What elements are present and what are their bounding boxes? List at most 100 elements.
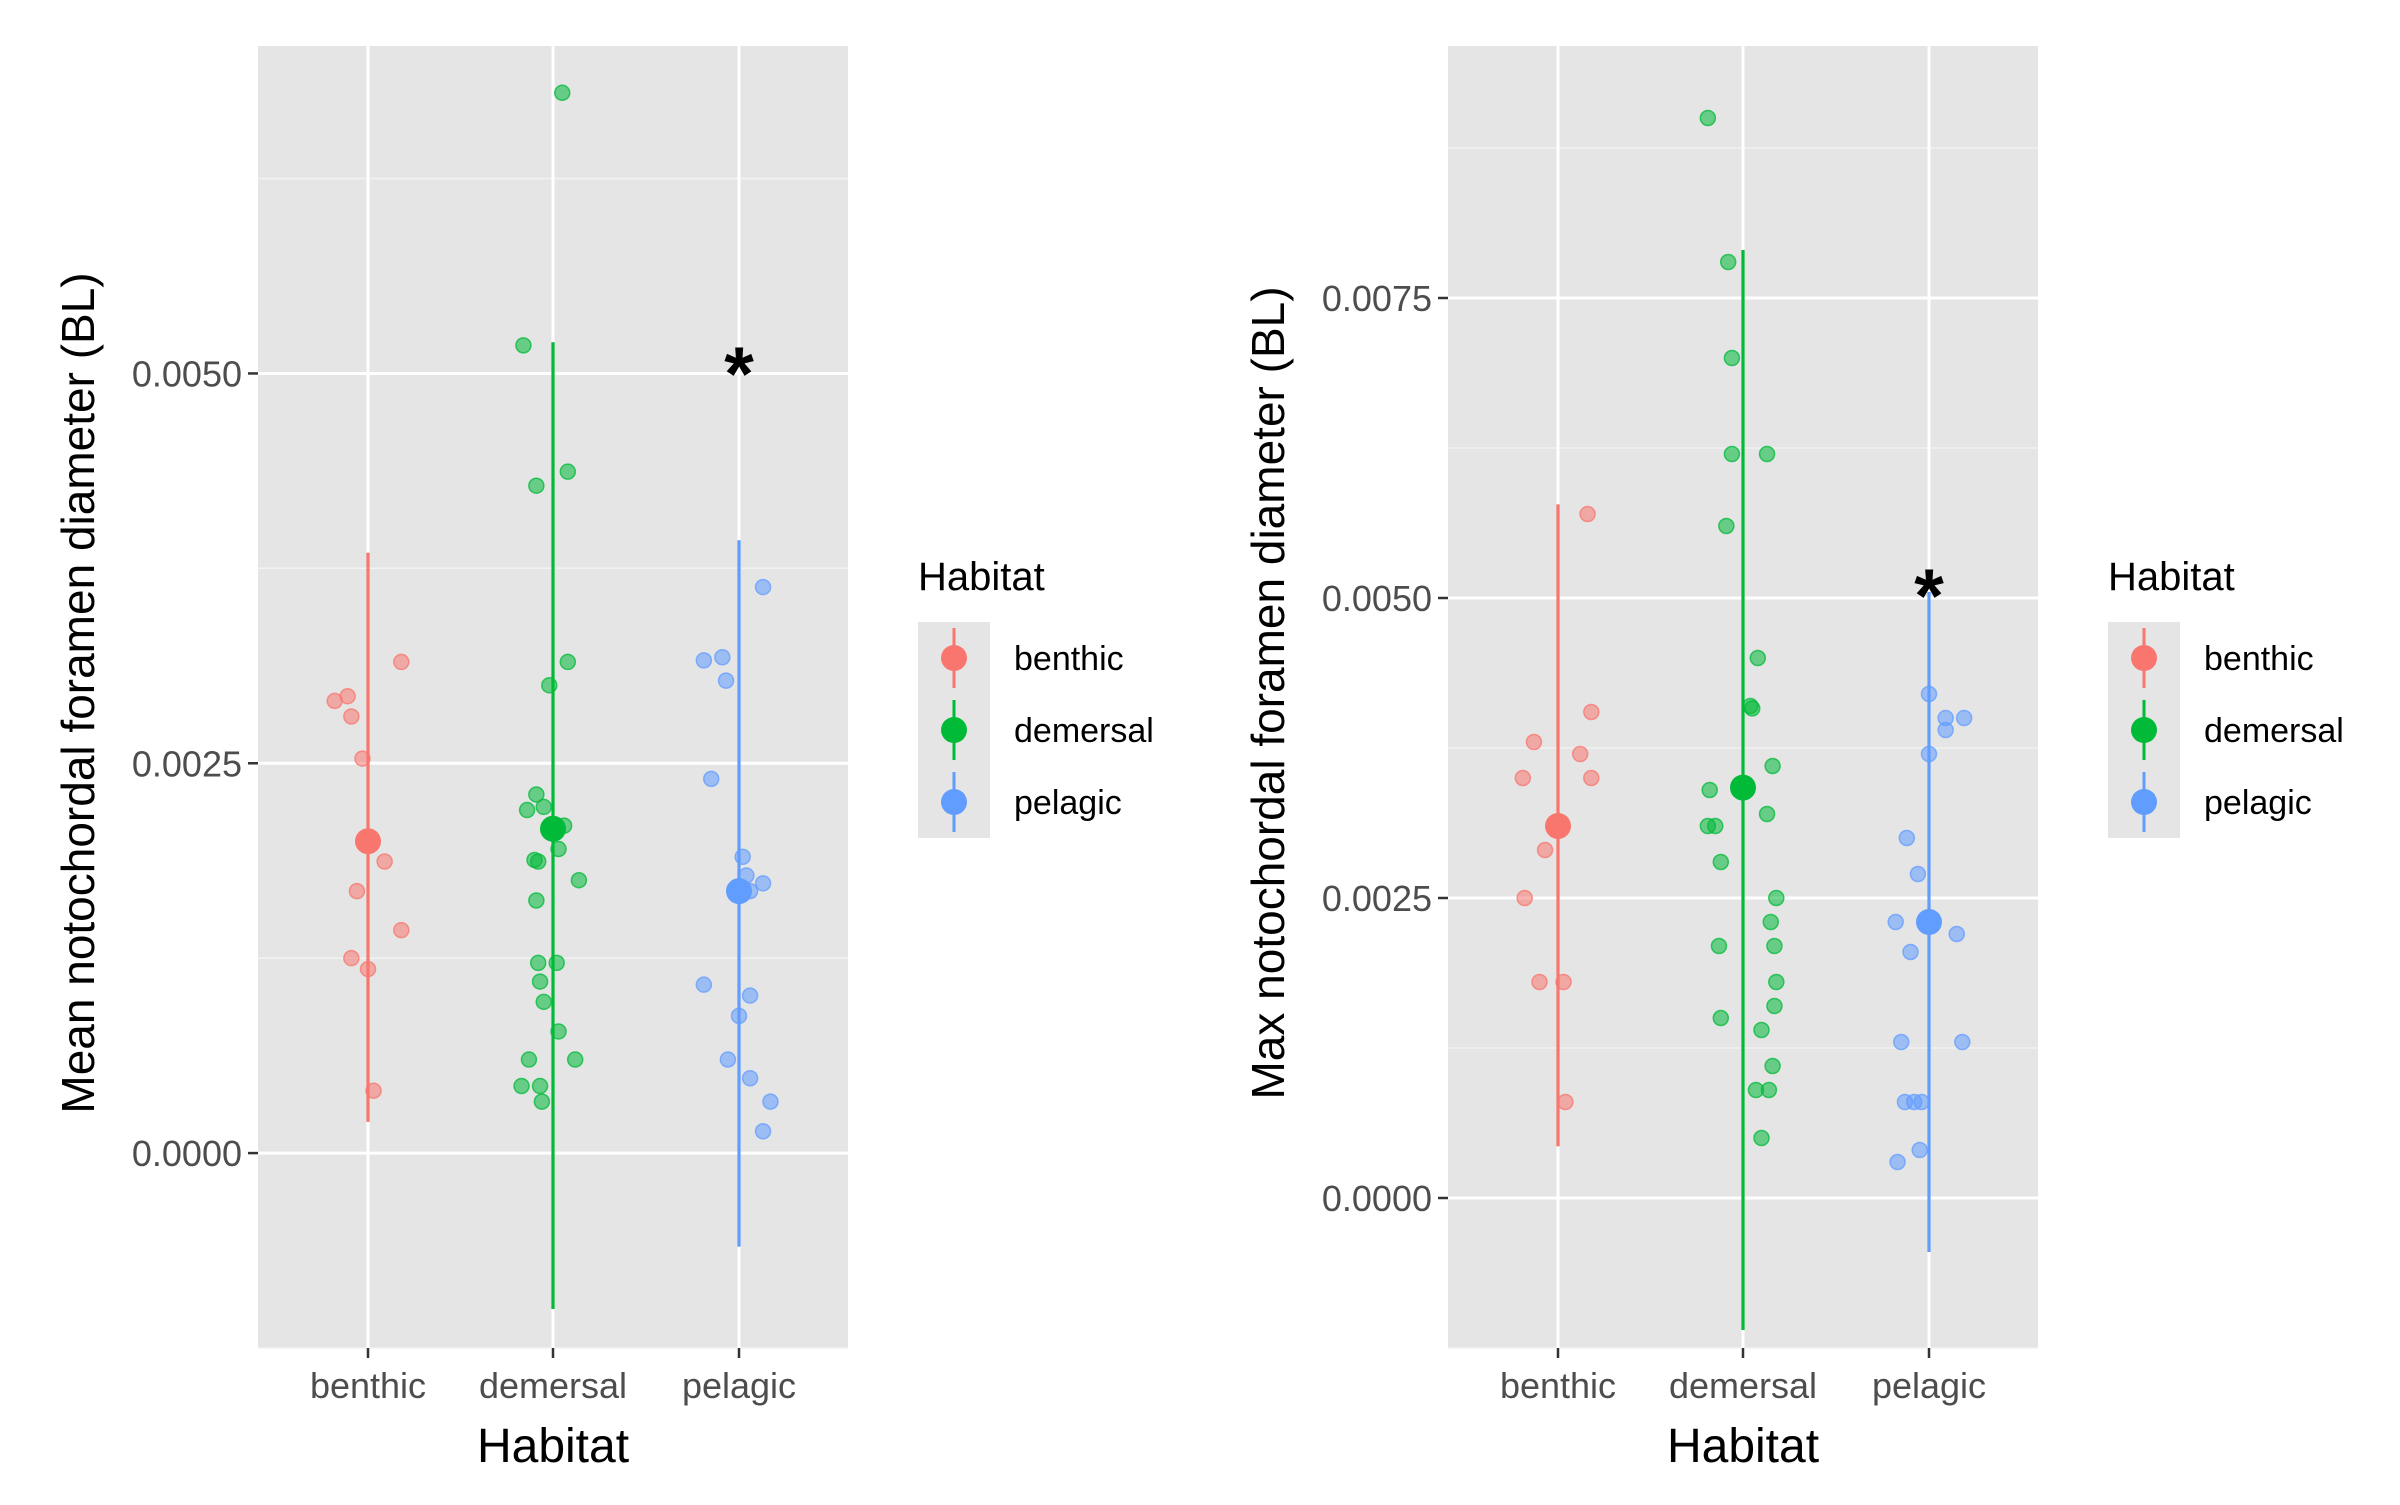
data-point <box>1723 349 1741 367</box>
significance-asterisk: * <box>724 332 754 417</box>
legend-label: benthic <box>1014 640 1124 678</box>
y-tick-label: 0.0000 <box>1322 1178 1432 1219</box>
legend-key-point <box>2131 789 2157 815</box>
data-point <box>1893 1033 1910 1051</box>
data-point <box>528 477 545 494</box>
data-point <box>393 921 410 939</box>
data-point <box>559 463 577 480</box>
data-point <box>1749 649 1767 667</box>
data-point <box>1911 1141 1928 1159</box>
data-point <box>515 337 532 354</box>
mean-point <box>726 878 752 905</box>
data-point <box>1955 709 1973 727</box>
data-point <box>1758 805 1776 823</box>
data-point <box>550 840 567 858</box>
legend-label: benthic <box>2204 640 2314 678</box>
data-point <box>528 892 545 909</box>
data-point <box>1887 913 1904 931</box>
data-point <box>1525 733 1543 751</box>
mean-point <box>1730 774 1756 801</box>
data-point <box>717 672 735 689</box>
data-point <box>741 1069 759 1087</box>
data-point <box>1948 925 1965 943</box>
data-point <box>754 1123 772 1140</box>
data-point <box>1913 1093 1930 1111</box>
data-point <box>1555 973 1572 991</box>
data-point <box>695 976 713 993</box>
data-point <box>554 84 571 102</box>
mean-point <box>355 828 381 855</box>
data-point <box>1571 745 1589 763</box>
data-point <box>1583 769 1600 787</box>
data-point <box>343 708 360 725</box>
x-tick-label: benthic <box>310 1365 426 1406</box>
data-point <box>1760 1081 1778 1099</box>
data-point <box>1744 700 1761 717</box>
x-tick-label: benthic <box>1500 1365 1616 1406</box>
data-point <box>1764 757 1781 775</box>
x-tick-label: pelagic <box>682 1365 796 1406</box>
data-point <box>1898 829 1916 847</box>
data-point <box>1889 1153 1906 1171</box>
legend-title: Habitat <box>2108 555 2235 599</box>
data-point <box>1718 517 1735 535</box>
y-tick-label: 0.0025 <box>132 743 242 784</box>
x-axis-title: Habitat <box>1667 1420 1819 1473</box>
series-benthic <box>1514 504 1600 1147</box>
mean-point <box>540 815 566 842</box>
data-point <box>1954 1033 1971 1051</box>
x-tick-label: demersal <box>479 1365 627 1406</box>
x-tick-label: pelagic <box>1872 1365 1986 1406</box>
data-point <box>531 973 549 990</box>
data-point <box>1937 721 1954 739</box>
data-point <box>1701 781 1718 799</box>
legend-label: demersal <box>1014 712 1154 750</box>
y-tick-label: 0.0050 <box>132 353 242 394</box>
mean-point <box>1916 909 1942 935</box>
data-point <box>529 954 547 972</box>
data-point <box>365 1082 382 1099</box>
legend: Habitat benthic demersal pelagic <box>2108 555 2344 838</box>
x-axis-title: Habitat <box>477 1420 629 1473</box>
data-point <box>354 750 371 767</box>
data-point <box>393 653 410 671</box>
data-point <box>1719 253 1737 271</box>
data-point <box>1753 1129 1770 1147</box>
data-point <box>1531 973 1548 991</box>
legend-label: pelagic <box>2204 784 2312 822</box>
data-point <box>1766 997 1783 1015</box>
max-diameter-chart: 0.0000 0.0025 0.0050 0.0075 benthic demersal p… <box>1242 46 2344 1473</box>
data-point <box>535 993 552 1011</box>
series-pelagic <box>1887 592 1973 1252</box>
data-point <box>1764 1057 1781 1075</box>
data-point <box>754 875 772 892</box>
data-point <box>343 949 360 967</box>
data-point <box>566 1051 584 1068</box>
data-point <box>339 687 356 705</box>
data-point <box>1579 505 1596 523</box>
legend-key-point <box>941 645 967 671</box>
data-point <box>1514 769 1532 787</box>
data-point <box>1723 445 1741 463</box>
legend-key-point <box>2131 645 2157 671</box>
legend-key-point <box>941 717 967 743</box>
legend-label: pelagic <box>1014 784 1122 822</box>
data-point <box>1710 937 1728 955</box>
data-point <box>529 853 547 870</box>
y-tick-label: 0.0075 <box>1322 278 1432 319</box>
data-point <box>1699 109 1717 127</box>
data-point <box>513 1077 530 1095</box>
data-point <box>1516 889 1533 907</box>
series-benthic <box>326 552 410 1122</box>
data-point <box>1762 913 1779 931</box>
data-point <box>1753 1021 1770 1039</box>
data-point <box>528 786 545 803</box>
data-point <box>1768 889 1785 907</box>
data-point <box>1766 937 1783 955</box>
data-point <box>1902 943 1919 961</box>
data-point <box>518 801 536 819</box>
data-point <box>762 1093 779 1110</box>
data-point <box>570 871 588 889</box>
data-point <box>1536 841 1554 859</box>
